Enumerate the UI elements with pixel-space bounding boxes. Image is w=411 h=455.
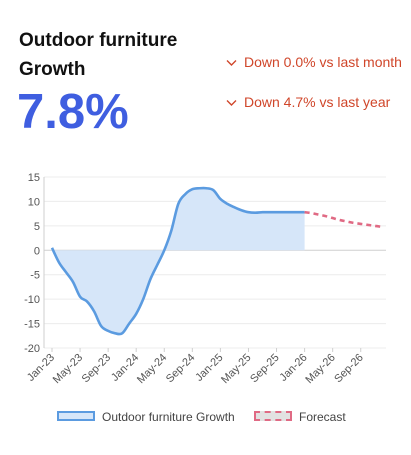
x-tick-label: May-25 [219, 352, 253, 386]
x-tick-label: May-26 [303, 352, 337, 386]
legend-label-forecast: Forecast [299, 410, 346, 424]
y-tick-label: -15 [24, 319, 40, 331]
y-tick-label: 10 [28, 196, 40, 208]
legend-swatch-growth [57, 411, 95, 421]
grid [44, 176, 386, 349]
x-tick-label: May-24 [135, 352, 169, 386]
chevron-down-icon [226, 100, 237, 106]
x-tick-label: Sep-26 [332, 352, 366, 386]
y-tick-label: -10 [24, 294, 40, 306]
card-title: Outdoor furniture Growth [19, 30, 178, 80]
legend-swatch-forecast [254, 411, 292, 421]
y-tick-label: 5 [34, 221, 40, 233]
forecast-line [304, 210, 382, 229]
y-tick-label: 15 [28, 172, 40, 184]
x-tick-label: Sep-23 [80, 352, 114, 386]
growth-chart: 151050-5-10-15-20Jan-23May-23Sep-23Jan-2… [24, 172, 386, 386]
chevron-down-icon [226, 60, 237, 66]
legend-label-growth: Outdoor furniture Growth [102, 410, 235, 424]
metric-value: 7.8% [17, 85, 129, 139]
x-tick-label: May-23 [51, 352, 85, 386]
month-delta-text: Down 0.0% vs last month [244, 54, 402, 70]
year-delta-text: Down 4.7% vs last year [244, 94, 391, 110]
growth-area [52, 188, 305, 335]
x-tick-label: Sep-24 [164, 352, 198, 386]
y-tick-label: -5 [30, 270, 40, 282]
growth-line [50, 186, 305, 336]
y-tick-label: 0 [34, 245, 40, 257]
series [50, 186, 382, 336]
y-tick-label: -20 [24, 343, 40, 355]
x-tick-label: Sep-25 [248, 352, 282, 386]
